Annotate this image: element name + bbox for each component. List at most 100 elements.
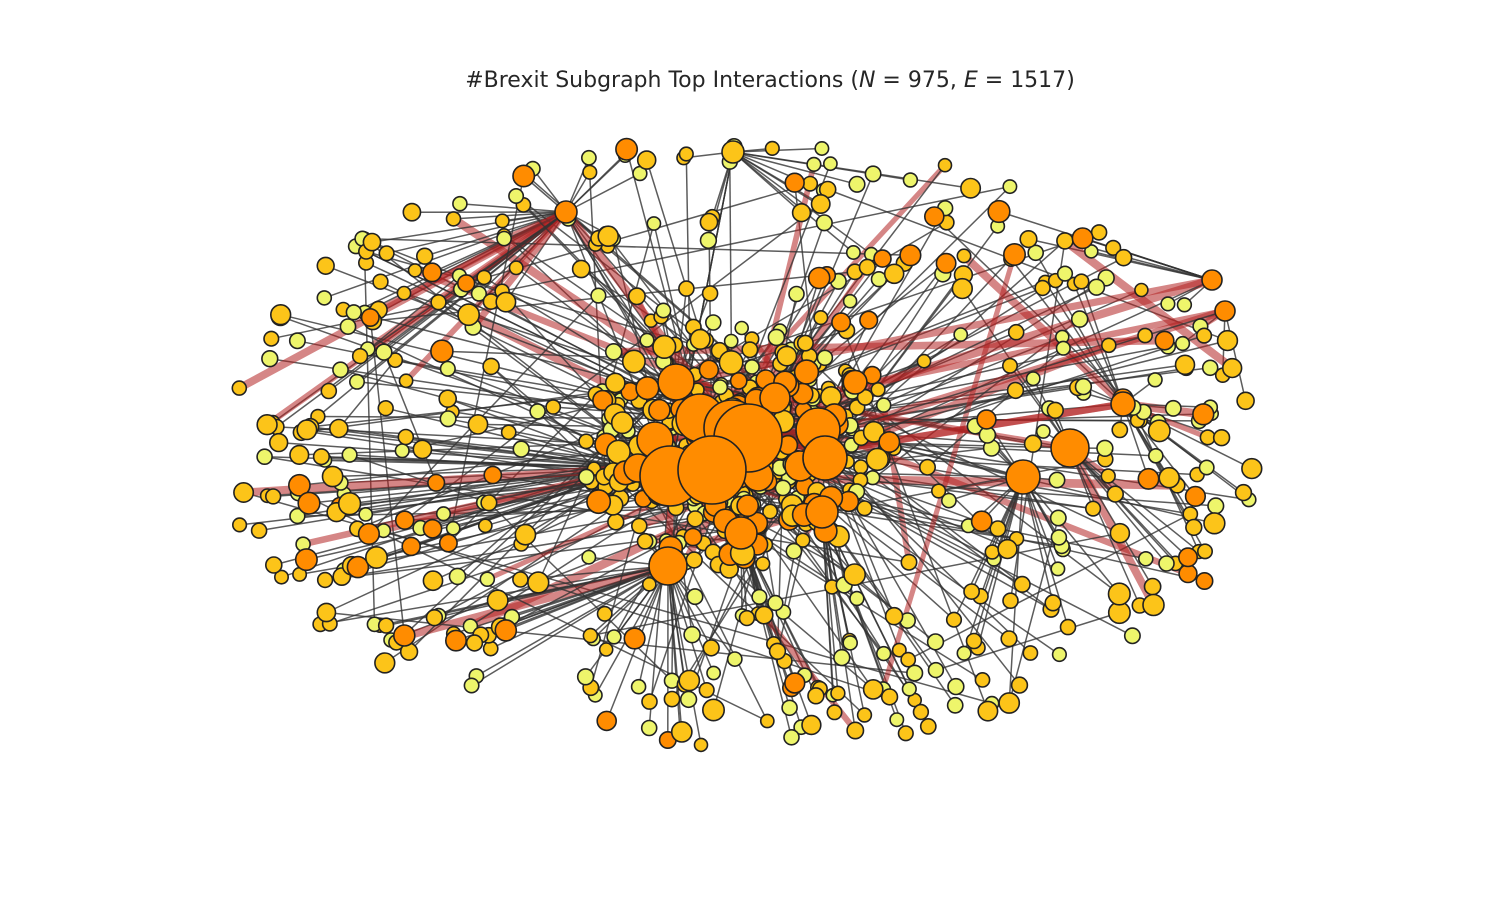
graph-node bbox=[1185, 518, 1203, 537]
graph-node bbox=[935, 252, 957, 274]
graph-node bbox=[394, 510, 415, 531]
graph-node bbox=[630, 678, 647, 695]
graph-node bbox=[977, 700, 999, 722]
graph-node bbox=[270, 304, 292, 326]
graph-node bbox=[865, 447, 889, 472]
graph-node bbox=[231, 380, 248, 396]
graph-node bbox=[500, 424, 517, 441]
graph-node bbox=[974, 672, 991, 688]
graph-node bbox=[375, 343, 393, 361]
graph-node bbox=[953, 327, 969, 342]
graph-node bbox=[1147, 372, 1163, 388]
graph-node bbox=[392, 624, 416, 647]
graph-node bbox=[1234, 483, 1253, 502]
graph-node bbox=[269, 432, 289, 453]
graph-node bbox=[264, 556, 283, 574]
graph-node bbox=[875, 645, 892, 662]
graph-node bbox=[1198, 459, 1215, 476]
graph-node bbox=[701, 285, 719, 302]
graph-node bbox=[377, 400, 394, 417]
graph-node bbox=[508, 188, 525, 205]
graph-node bbox=[648, 398, 671, 422]
graph-node bbox=[312, 448, 331, 466]
graph-node bbox=[734, 320, 750, 336]
graph-node bbox=[341, 446, 358, 463]
graph-node bbox=[445, 520, 461, 536]
graph-node bbox=[425, 608, 444, 627]
graph-node bbox=[1138, 550, 1154, 567]
graph-node bbox=[830, 685, 846, 701]
graph-node bbox=[754, 605, 774, 625]
graph-node bbox=[1034, 279, 1051, 297]
graph-node bbox=[256, 448, 273, 466]
graph-node bbox=[348, 373, 365, 390]
graph-node bbox=[989, 520, 1007, 538]
graph-node bbox=[1002, 592, 1019, 610]
graph-edge bbox=[979, 476, 1024, 597]
graph-node bbox=[741, 341, 759, 359]
graph-node bbox=[387, 352, 404, 369]
graph-node bbox=[858, 258, 876, 276]
graph-node bbox=[724, 516, 758, 550]
graph-edge bbox=[306, 429, 639, 469]
graph-node bbox=[372, 273, 389, 290]
graph-node bbox=[1046, 401, 1065, 419]
graph-node bbox=[814, 141, 830, 157]
graph-node bbox=[805, 495, 839, 529]
graph-node bbox=[686, 588, 704, 606]
graph-node bbox=[597, 225, 620, 247]
graph-node bbox=[430, 339, 454, 364]
graph-node bbox=[635, 376, 660, 401]
graph-node bbox=[693, 737, 709, 753]
graph-node bbox=[883, 263, 905, 285]
graph-edge bbox=[732, 151, 802, 214]
graph-node bbox=[1160, 296, 1176, 312]
graph-node bbox=[788, 285, 805, 303]
graph-node bbox=[998, 692, 1021, 714]
graph-edge bbox=[258, 467, 639, 532]
graph-node bbox=[785, 542, 803, 560]
graph-node bbox=[374, 652, 396, 674]
graph-node bbox=[845, 245, 861, 261]
graph-node bbox=[1148, 447, 1164, 464]
graph-node bbox=[1137, 327, 1153, 344]
graph-node bbox=[512, 571, 529, 588]
graph-node bbox=[261, 350, 279, 368]
graph-node bbox=[328, 418, 349, 439]
graph-node bbox=[900, 651, 917, 668]
graph-node bbox=[965, 632, 983, 650]
graph-node bbox=[1049, 509, 1067, 527]
graph-node bbox=[422, 570, 444, 592]
graph-node bbox=[1195, 571, 1214, 590]
graph-node bbox=[273, 569, 289, 585]
graph-edge bbox=[490, 365, 605, 478]
graph-node bbox=[1106, 485, 1125, 503]
graph-node bbox=[465, 634, 484, 652]
graph-node bbox=[1199, 429, 1216, 446]
graph-node bbox=[610, 411, 634, 435]
graph-node bbox=[288, 332, 306, 350]
graph-node bbox=[900, 553, 918, 571]
graph-node bbox=[1051, 646, 1067, 663]
graph-node bbox=[571, 259, 591, 279]
graph-edge bbox=[821, 511, 866, 716]
graph-node bbox=[462, 618, 479, 634]
graph-node bbox=[1110, 391, 1136, 417]
graph-node bbox=[751, 588, 768, 606]
graph-node bbox=[495, 291, 517, 313]
graph-node bbox=[926, 633, 945, 651]
graph-node bbox=[1111, 421, 1129, 439]
graph-node bbox=[1192, 403, 1215, 426]
graph-node bbox=[636, 532, 654, 550]
graph-node bbox=[802, 175, 819, 192]
graph-node bbox=[813, 310, 829, 326]
graph-node bbox=[918, 458, 936, 476]
graph-edge bbox=[1069, 447, 1177, 564]
graph-node bbox=[416, 247, 434, 265]
graph-edge bbox=[278, 441, 639, 469]
graph-node bbox=[902, 172, 919, 188]
graph-node bbox=[296, 419, 318, 441]
graph-node bbox=[321, 465, 344, 488]
graph-node bbox=[801, 714, 822, 736]
graph-node bbox=[287, 473, 311, 497]
